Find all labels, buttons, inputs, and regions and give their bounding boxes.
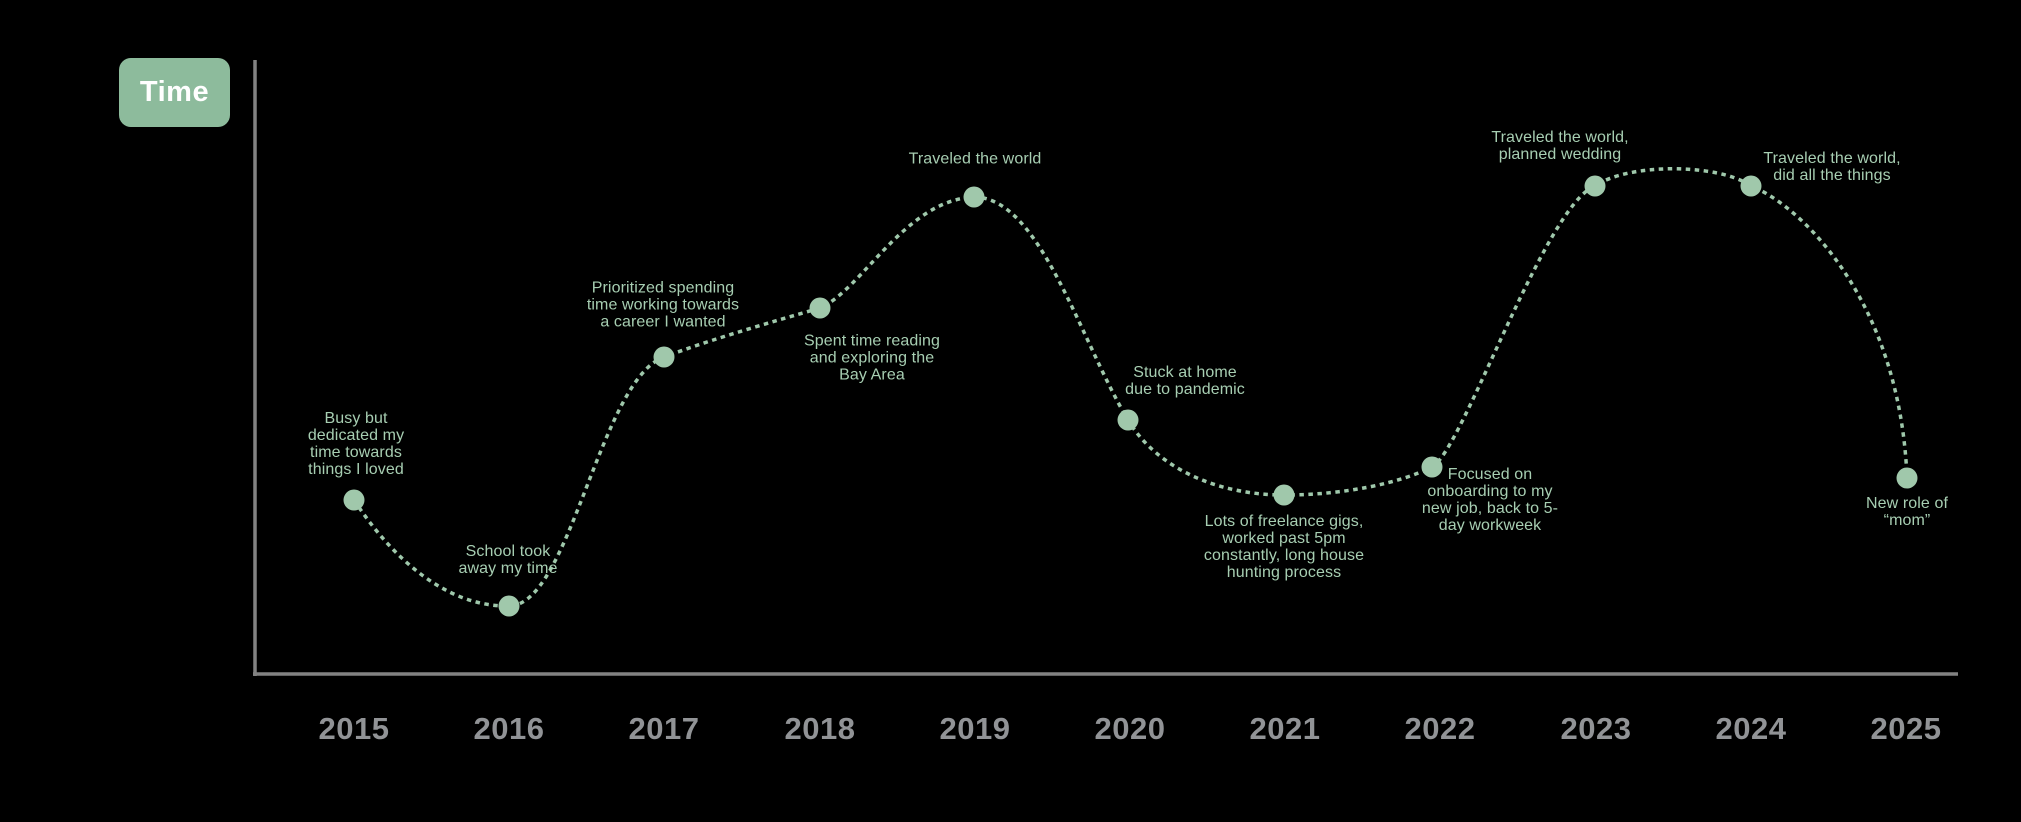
annotation-2020: Stuck at home due to pandemic <box>1125 364 1245 398</box>
x-tick-2023: 2023 <box>1560 711 1632 746</box>
annotation-2024: Traveled the world, did all the things <box>1763 150 1901 184</box>
x-tick-2022: 2022 <box>1404 711 1476 746</box>
data-point-2019 <box>963 186 985 208</box>
annotation-2023: Traveled the world, planned wedding <box>1491 129 1629 163</box>
annotation-2022: Focused on onboarding to my new job, bac… <box>1421 466 1559 534</box>
x-tick-2020: 2020 <box>1094 711 1166 746</box>
data-point-2016 <box>498 595 520 617</box>
annotation-2021: Lots of freelance gigs, worked past 5pm … <box>1203 513 1365 581</box>
y-axis-label: Time <box>139 76 210 108</box>
x-tick-2015: 2015 <box>318 711 390 746</box>
data-point-2017 <box>653 346 675 368</box>
data-point-2021 <box>1273 484 1295 506</box>
y-axis-label-badge: Time <box>119 58 230 127</box>
data-point-2015 <box>343 489 365 511</box>
x-tick-2024: 2024 <box>1715 711 1787 746</box>
annotation-2019: Traveled the world <box>908 150 1042 168</box>
x-tick-2016: 2016 <box>473 711 545 746</box>
annotation-2017: Prioritized spending time working toward… <box>586 279 740 331</box>
data-point-2023 <box>1584 175 1606 197</box>
data-point-2018 <box>809 297 831 319</box>
data-point-2020 <box>1117 409 1139 431</box>
x-tick-2018: 2018 <box>784 711 856 746</box>
annotation-2025: New role of “mom” <box>1865 495 1949 529</box>
data-point-2022 <box>1421 456 1443 478</box>
annotation-2018: Spent time reading and exploring the Bay… <box>803 332 941 384</box>
data-point-2025 <box>1896 467 1918 489</box>
x-tick-2019: 2019 <box>939 711 1011 746</box>
x-tick-2017: 2017 <box>628 711 700 746</box>
annotation-2015: Busy but dedicated my time towards thing… <box>307 410 405 478</box>
x-tick-2021: 2021 <box>1249 711 1321 746</box>
annotation-2016: School took away my time <box>458 543 558 577</box>
x-tick-2025: 2025 <box>1870 711 1942 746</box>
data-point-2024 <box>1740 175 1762 197</box>
